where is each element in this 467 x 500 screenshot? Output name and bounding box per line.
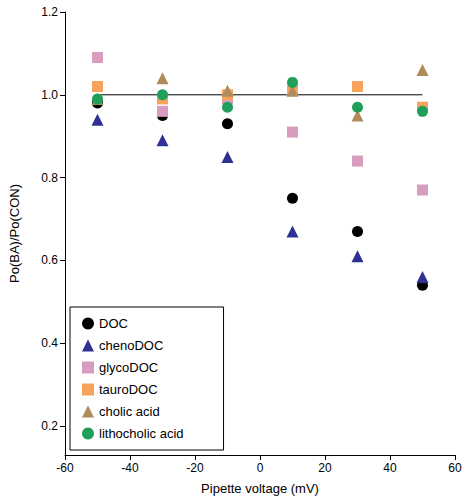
svg-text:0.4: 0.4 (41, 336, 58, 350)
svg-text:glycoDOC: glycoDOC (99, 360, 158, 375)
svg-text:-40: -40 (121, 461, 139, 475)
svg-text:1.0: 1.0 (41, 88, 58, 102)
svg-text:40: 40 (383, 461, 397, 475)
svg-text:20: 20 (318, 461, 332, 475)
svg-text:Pipette voltage (mV): Pipette voltage (mV) (201, 481, 319, 496)
svg-text:-60: -60 (56, 461, 74, 475)
svg-text:1.2: 1.2 (41, 5, 58, 19)
svg-text:lithocholic acid: lithocholic acid (99, 426, 184, 441)
svg-text:tauroDOC: tauroDOC (99, 382, 158, 397)
svg-text:0.8: 0.8 (41, 171, 58, 185)
svg-text:0.6: 0.6 (41, 253, 58, 267)
svg-text:-20: -20 (186, 461, 204, 475)
svg-text:chenoDOC: chenoDOC (99, 338, 163, 353)
svg-text:Po(BA)/Po(CON): Po(BA)/Po(CON) (7, 184, 22, 283)
svg-text:0: 0 (257, 461, 264, 475)
svg-text:60: 60 (448, 461, 462, 475)
svg-text:DOC: DOC (99, 316, 128, 331)
svg-text:cholic acid: cholic acid (99, 404, 160, 419)
svg-text:0.2: 0.2 (41, 419, 58, 433)
